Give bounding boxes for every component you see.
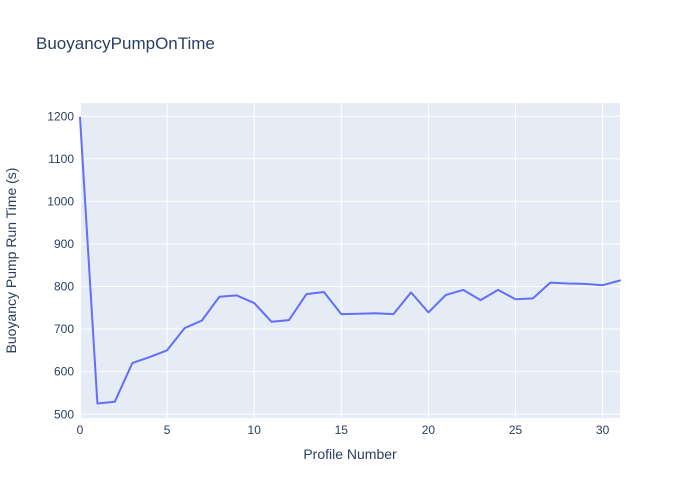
x-tick-label: 30 [596, 423, 610, 437]
y-tick-label: 600 [54, 365, 74, 379]
y-tick-label: 900 [54, 237, 74, 251]
y-tick-label: 1000 [47, 194, 74, 208]
x-tick-label: 10 [248, 423, 262, 437]
y-tick-label: 1100 [48, 152, 74, 166]
y-tick-label: 1200 [47, 109, 74, 123]
y-tick-label: 500 [54, 407, 74, 421]
y-tick-label: 800 [54, 280, 74, 294]
tick-labels: 500 600 700 800 900 1000 1100 1200 0 5 10 15 20 25 30 [47, 109, 609, 437]
y-tick-label: 700 [54, 322, 74, 336]
x-tick-label: 15 [335, 423, 349, 437]
plot-area[interactable] [80, 103, 620, 418]
chart-title: BuoyancyPumpOnTime [36, 34, 215, 53]
grid-lines [79, 103, 620, 418]
x-axis-title: Profile Number [303, 446, 397, 462]
data-line[interactable] [79, 116, 621, 405]
y-axis-title: Buoyancy Pump Run Time (s) [3, 168, 19, 354]
x-tick-label: 5 [164, 423, 171, 437]
x-tick-label: 20 [422, 423, 436, 437]
x-tick-label: 0 [77, 423, 84, 437]
x-tick-label: 25 [509, 423, 523, 437]
